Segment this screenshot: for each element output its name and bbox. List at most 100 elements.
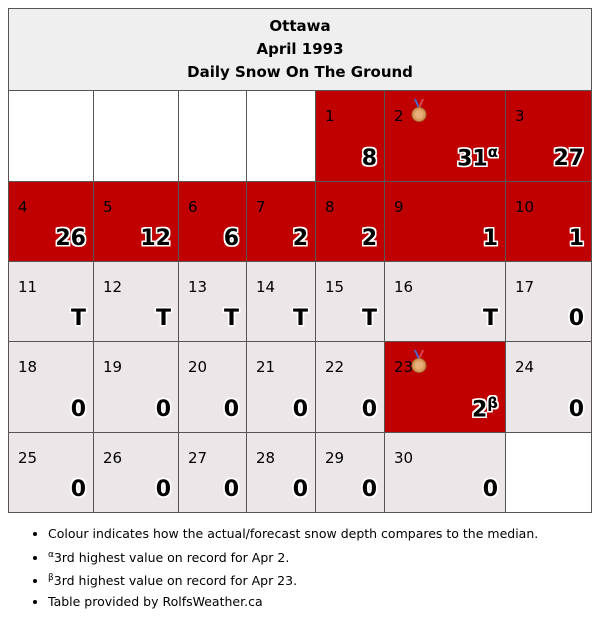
empty-cell [504, 432, 593, 513]
note-alpha-text: 3rd highest value on record for Apr 2. [53, 549, 290, 565]
note-beta-text: 3rd highest value on record for Apr 23. [53, 573, 298, 589]
snow-depth-value: T [293, 306, 308, 331]
snow-depth-number: 1 [482, 226, 498, 251]
day-cell: 29 0 [315, 432, 385, 513]
snow-depth-number: 27 [553, 146, 585, 171]
day-cell: 30 0 [384, 432, 506, 513]
day-number: 12 [103, 278, 123, 296]
snow-depth-number: 6 [223, 226, 239, 251]
note-alpha: α3rd highest value on record for Apr 2. [48, 545, 538, 569]
snow-depth-value: 0 [293, 397, 308, 422]
day-number: 25 [18, 449, 38, 467]
snow-depth-value: 0 [156, 397, 171, 422]
snow-depth-value: 0 [156, 477, 171, 502]
day-cell: 5 12 [93, 181, 179, 262]
day-number: 15 [325, 278, 345, 296]
snow-depth-number: T [155, 306, 171, 331]
note-source-text: Table provided by RolfsWeather.ca [48, 593, 263, 609]
metric-title: Daily Snow On The Ground [187, 63, 413, 81]
snow-depth-number: 0 [223, 477, 239, 502]
day-cell: 24 0 [504, 341, 593, 433]
day-cell: 27 0 [178, 432, 247, 513]
snow-depth-value: 0 [362, 397, 377, 422]
day-cell: 26 0 [93, 432, 179, 513]
beta-mark: β [48, 573, 54, 584]
alpha-mark: α [48, 549, 54, 560]
day-number: 13 [188, 278, 208, 296]
snow-depth-value: 0 [362, 477, 377, 502]
record-marker: β [487, 393, 498, 412]
day-cell: 23 2β [384, 341, 506, 433]
empty-cell [93, 90, 179, 182]
day-number: 20 [188, 358, 208, 376]
snow-depth-value: 0 [224, 397, 239, 422]
empty-cell [246, 90, 316, 182]
snow-depth-value: 1 [569, 226, 584, 251]
snow-depth-number: 0 [292, 477, 308, 502]
day-cell: 22 0 [315, 341, 385, 433]
note-source: Table provided by RolfsWeather.ca [48, 592, 538, 613]
day-number: 10 [515, 198, 535, 216]
snow-depth-number: 0 [70, 397, 86, 422]
day-cell: 2 31α [384, 90, 506, 182]
snow-depth-number: 0 [70, 477, 86, 502]
day-number: 24 [515, 358, 535, 376]
day-cell: 13 T [178, 261, 247, 342]
day-number: 4 [18, 198, 28, 216]
day-cell: 14 T [246, 261, 316, 342]
snow-depth-number: 26 [55, 226, 86, 251]
snow-depth-value: 0 [71, 477, 86, 502]
day-cell: 17 0 [504, 261, 593, 342]
snow-depth-value: 0 [569, 397, 584, 422]
snow-depth-value: 2 [362, 226, 377, 251]
snow-depth-value: T [71, 306, 86, 331]
note-colour: Colour indicates how the actual/forecast… [48, 524, 538, 545]
snow-depth-number: 0 [155, 477, 171, 502]
day-number: 23 [394, 358, 414, 376]
day-cell: 15 T [315, 261, 385, 342]
day-cell: 16 T [384, 261, 506, 342]
snow-depth-number: 2 [361, 226, 377, 251]
snow-depth-number: 0 [568, 306, 585, 331]
snow-depth-number: 2 [471, 397, 488, 422]
day-number: 1 [325, 107, 335, 125]
day-number: 26 [103, 449, 123, 467]
snow-depth-number: T [70, 306, 86, 331]
day-cell: 18 0 [8, 341, 94, 433]
snow-depth-value: 6 [224, 226, 239, 251]
snow-depth-value: 0 [569, 306, 584, 331]
day-number: 3 [515, 107, 525, 125]
snow-depth-value: T [362, 306, 377, 331]
note-beta: β3rd highest value on record for Apr 23. [48, 568, 538, 592]
snow-depth-value: T [224, 306, 239, 331]
snow-depth-number: 0 [361, 397, 377, 422]
snow-depth-value: 12 [140, 226, 171, 251]
snow-depth-value: 0 [71, 397, 86, 422]
snow-depth-number: 0 [223, 397, 239, 422]
snow-depth-value: 0 [224, 477, 239, 502]
bronze-medal-icon [411, 350, 427, 373]
day-number: 18 [18, 358, 38, 376]
day-cell: 20 0 [178, 341, 247, 433]
snow-depth-value: 2 [293, 226, 308, 251]
day-number: 19 [103, 358, 123, 376]
bronze-medal-icon [411, 99, 427, 122]
day-number: 11 [18, 278, 38, 296]
snow-depth-value: 26 [55, 226, 86, 251]
snow-depth-number: 0 [568, 397, 585, 422]
day-number: 21 [256, 358, 276, 376]
day-number: 29 [325, 449, 345, 467]
day-number: 8 [325, 198, 335, 216]
day-number: 22 [325, 358, 345, 376]
empty-cell [8, 90, 94, 182]
snow-depth-number: 0 [292, 397, 308, 422]
day-cell: 11 T [8, 261, 94, 342]
day-number: 5 [103, 198, 113, 216]
day-number: 6 [188, 198, 198, 216]
day-number: 27 [188, 449, 208, 467]
day-cell: 10 1 [504, 181, 593, 262]
day-cell: 4 26 [8, 181, 94, 262]
snow-depth-value: 2β [472, 394, 498, 422]
day-cell: 21 0 [246, 341, 316, 433]
